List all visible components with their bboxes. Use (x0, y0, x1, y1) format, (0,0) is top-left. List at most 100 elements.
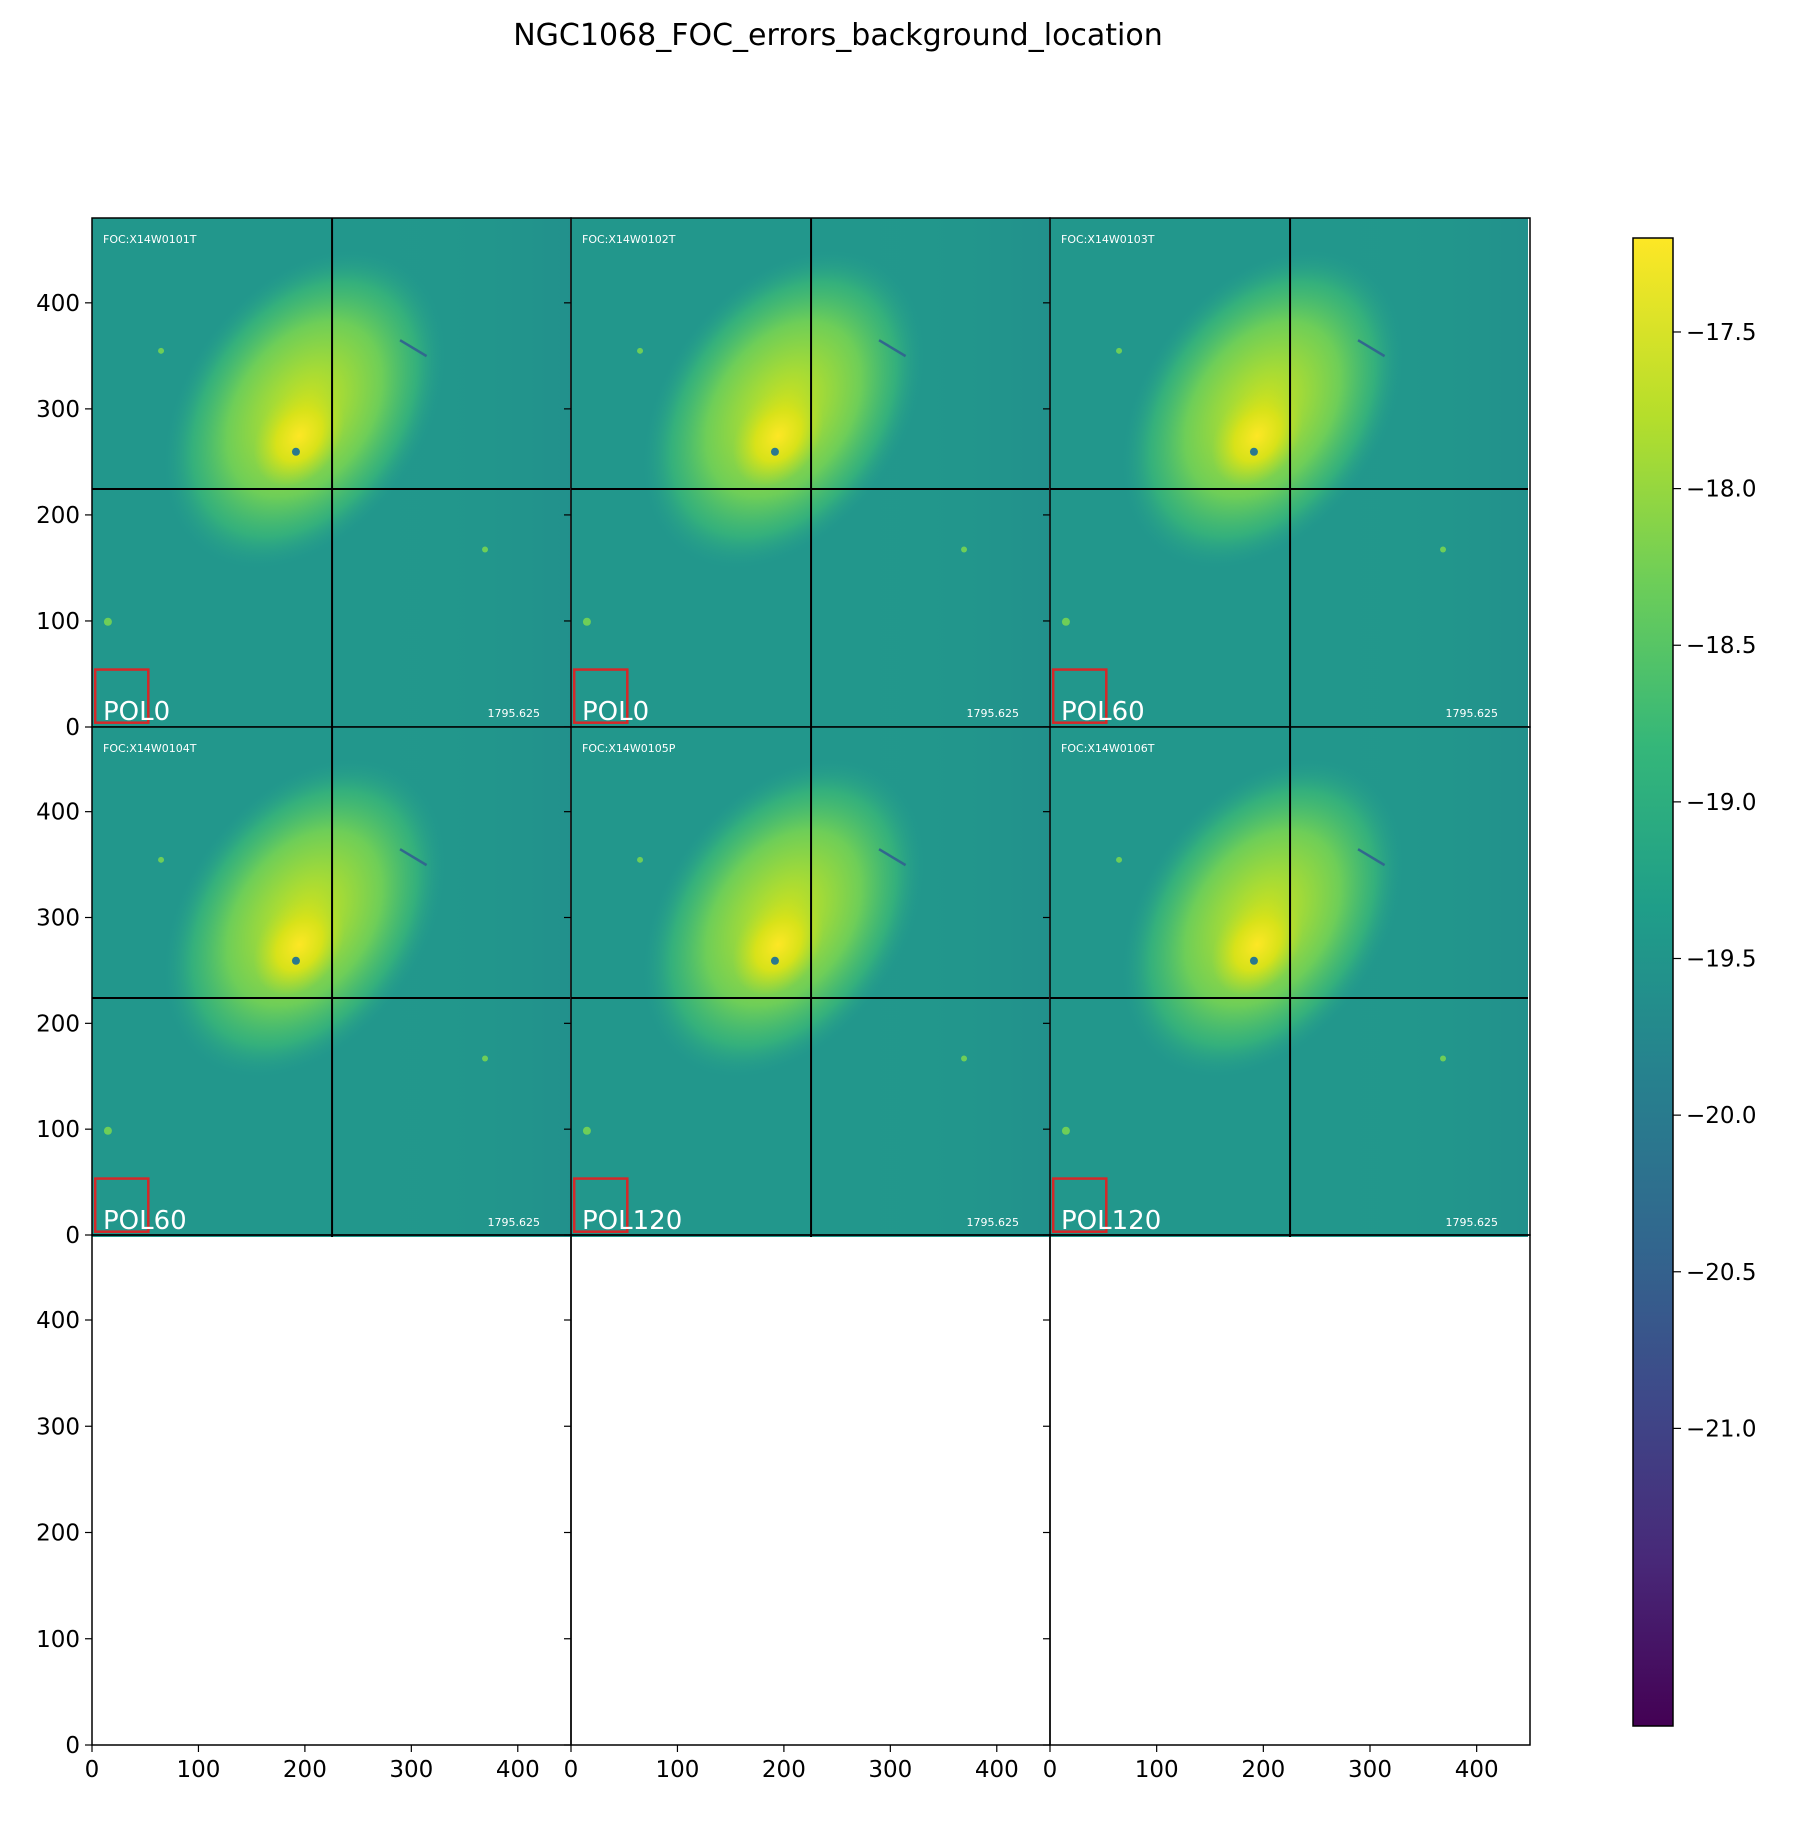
streak (878, 339, 907, 358)
x-tick-label: 100 (176, 1757, 220, 1783)
bright-knot (582, 617, 591, 626)
bright-knot (482, 546, 489, 553)
panel-exptime-label: 1795.625 (488, 1216, 541, 1229)
bright-knot (1440, 1055, 1447, 1062)
nucleus-spot (770, 956, 779, 965)
background-region-box (572, 668, 629, 724)
colorbar-ticks: −17.5 −18.0 −18.5 −19.0 −19.5 −20.0 −20.5 −21.0 (1673, 320, 1756, 1442)
panel-header-label: FOC:X14W0104T (103, 742, 197, 755)
bright-knot (482, 1055, 489, 1062)
bright-knot (103, 1126, 112, 1135)
panel-filter-label: POL120 (582, 1206, 682, 1236)
background-region-box (93, 1177, 150, 1233)
panel-header-label: FOC:X14W0101T (103, 233, 197, 246)
panel-header-label: FOC:X14W0105P (582, 742, 676, 755)
streak (399, 339, 428, 358)
panel-6: FOC:X14W0106T POL120 1795.625 (1043, 726, 1531, 1237)
empty-panel-3: 0 100 200 300 400 (1043, 1234, 1531, 1783)
bright-knot (103, 617, 112, 626)
bright-knot (961, 546, 968, 553)
axes-frame (1049, 1234, 1531, 1746)
empty-panel-2: 0 100 200 300 400 (564, 1234, 1051, 1783)
x-tick-label: 200 (283, 1757, 327, 1783)
galaxy-core (1211, 385, 1303, 487)
x-tick-label: 0 (85, 1757, 100, 1783)
colorbar-tick-label: −21.0 (1686, 1416, 1756, 1442)
colorbar-tick-label: −18.5 (1686, 633, 1756, 659)
panel-header-label: FOC:X14W0102T (582, 233, 676, 246)
bright-knot (637, 856, 644, 863)
x-tick-label: 200 (1241, 1757, 1285, 1783)
y-tick-label: 200 (36, 503, 80, 529)
panel-exptime-label: 1795.625 (1446, 707, 1499, 720)
background-region-box (1051, 668, 1108, 724)
y-tick-label: 200 (36, 1521, 80, 1547)
colorbar-tick-label: −18.0 (1686, 477, 1756, 503)
panel-image (1050, 218, 1528, 728)
nucleus-spot (1249, 956, 1258, 965)
panel-3: FOC:X14W0103T POL60 1795.625 (1043, 217, 1531, 728)
colorbar-tick-label: −20.0 (1686, 1103, 1756, 1129)
x-tick-label: 400 (496, 1757, 540, 1783)
colorbar-tick-label: −19.5 (1686, 947, 1756, 973)
y-tick-label: 200 (36, 1011, 80, 1037)
panel-4: FOC:X14W0104T POL60 1795.625 0 100 200 300 400 (36, 726, 572, 1249)
bright-knot (1061, 1126, 1070, 1135)
panel-1: FOC:X14W0101T POL0 1795.625 0 100 200 300 400 (36, 217, 572, 741)
galaxy-core (732, 894, 824, 996)
panel-exptime-label: 1795.625 (967, 1216, 1020, 1229)
x-tick-label: 400 (975, 1757, 1019, 1783)
streak (878, 848, 907, 867)
panel-image (92, 218, 570, 728)
panels: FOC:X14W0101T POL0 1795.625 0 100 200 300 400 FO… (36, 217, 1531, 1783)
galaxy-core (732, 385, 824, 487)
streak (399, 848, 428, 867)
x-tick-label: 100 (655, 1757, 699, 1783)
axes-frame (570, 1234, 1051, 1746)
panel-image (1050, 727, 1528, 1237)
x-tick-label: 0 (1043, 1757, 1058, 1783)
x-tick-label: 0 (564, 1757, 579, 1783)
panel-exptime-label: 1795.625 (1446, 1216, 1499, 1229)
nucleus-spot (1249, 447, 1258, 456)
colorbar: −17.5 −18.0 −18.5 −19.0 −19.5 −20.0 −20.5 −21.0 (1632, 237, 1756, 1727)
panel-header-label: FOC:X14W0106T (1061, 742, 1155, 755)
y-tick-label: 0 (65, 715, 80, 741)
bright-knot (582, 1126, 591, 1135)
panel-exptime-label: 1795.625 (488, 707, 541, 720)
x-tick-label: 300 (1348, 1757, 1392, 1783)
x-tick-label: 100 (1135, 1757, 1179, 1783)
y-tick-label: 400 (36, 291, 80, 317)
figure-title: NGC1068_FOC_errors_background_location (513, 18, 1163, 53)
nucleus-spot (291, 447, 300, 456)
axes-frame (91, 1234, 572, 1746)
streak (1357, 339, 1386, 358)
streak (1357, 848, 1386, 867)
bright-knot (1116, 856, 1123, 863)
colorbar-gradient (1632, 237, 1674, 1727)
panel-image (571, 218, 1049, 728)
x-tick-label: 300 (868, 1757, 912, 1783)
bright-knot (158, 856, 165, 863)
x-tick-label: 300 (389, 1757, 433, 1783)
bright-knot (1116, 347, 1123, 354)
y-tick-label: 100 (36, 1627, 80, 1653)
background-region-box (1051, 1177, 1108, 1233)
background-region-box (572, 1177, 629, 1233)
panel-filter-label: POL60 (1061, 697, 1145, 727)
panel-filter-label: POL0 (103, 697, 170, 727)
bright-knot (637, 347, 644, 354)
y-tick-label: 0 (65, 1223, 80, 1249)
bright-knot (1440, 546, 1447, 553)
y-tick-label: 400 (36, 800, 80, 826)
panel-filter-label: POL0 (582, 697, 649, 727)
colorbar-tick-label: −17.5 (1686, 320, 1756, 346)
y-tick-label: 400 (36, 1308, 80, 1334)
panel-image (92, 727, 570, 1237)
panel-2: FOC:X14W0102T POL0 1795.625 (564, 217, 1051, 728)
panel-filter-label: POL120 (1061, 1206, 1161, 1236)
galaxy-core (253, 894, 345, 996)
nucleus-spot (770, 447, 779, 456)
galaxy-core (253, 385, 345, 487)
